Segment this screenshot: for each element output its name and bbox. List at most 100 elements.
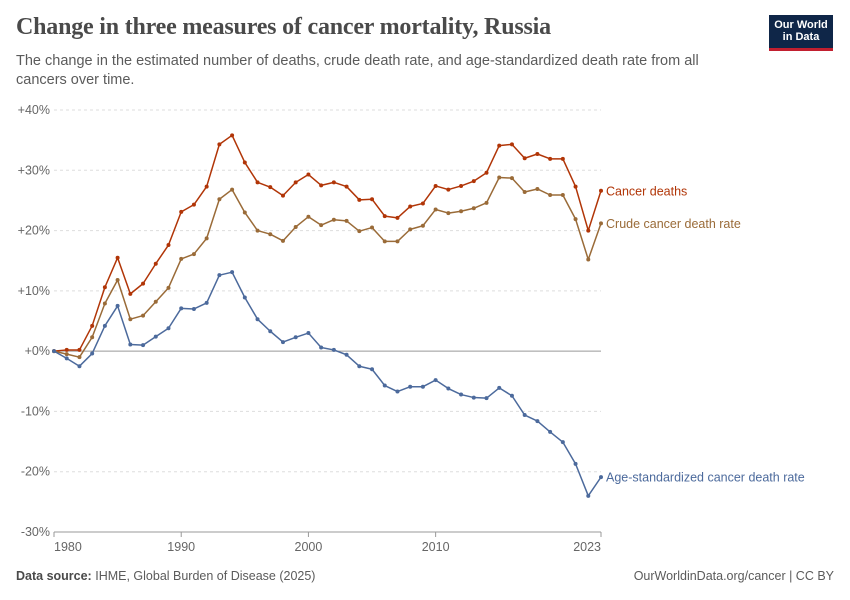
data-point (484, 396, 489, 401)
data-point (141, 343, 146, 348)
data-point (573, 217, 578, 222)
data-point (319, 345, 324, 350)
data-point (115, 255, 120, 260)
data-point (128, 317, 133, 322)
x-tick-label: 2000 (295, 540, 323, 554)
data-point (191, 252, 196, 257)
data-point (586, 493, 591, 498)
data-point (268, 232, 273, 237)
y-tick-label: +40% (18, 103, 50, 117)
series-line (53, 176, 602, 358)
data-point (64, 352, 69, 357)
data-point (357, 229, 362, 234)
x-tick-label: 1980 (54, 540, 82, 554)
data-point (217, 142, 222, 147)
data-point (471, 179, 476, 184)
data-point (331, 180, 336, 185)
data-point (420, 223, 425, 228)
data-point (599, 475, 603, 480)
data-point (102, 301, 107, 306)
data-point (153, 261, 158, 266)
data-point (64, 347, 69, 352)
data-point (535, 152, 540, 157)
data-point (179, 306, 184, 311)
data-point (306, 172, 311, 177)
data-point (357, 197, 362, 202)
data-point (382, 214, 387, 219)
data-point (293, 180, 298, 185)
chart-title: Change in three measures of cancer morta… (16, 14, 551, 40)
data-point (166, 326, 171, 331)
y-tick-label: +20% (18, 224, 50, 238)
data-point (242, 160, 247, 165)
data-point (102, 323, 107, 328)
data-point (395, 239, 400, 244)
data-point (230, 133, 235, 138)
data-point (548, 193, 553, 198)
chart-subtitle: The change in the estimated number of de… (16, 53, 699, 88)
data-point (166, 285, 171, 290)
data-point (395, 215, 400, 220)
data-point (90, 323, 95, 328)
data-point (141, 281, 146, 286)
data-point (306, 331, 311, 336)
x-tick-label: 1990 (167, 540, 195, 554)
y-tick-label: -20% (21, 465, 50, 479)
owid-logo[interactable]: Our World in Data (769, 15, 833, 51)
data-point (370, 367, 375, 372)
data-point (535, 419, 540, 424)
data-point (153, 334, 158, 339)
data-point (382, 239, 387, 244)
data-point (497, 385, 502, 390)
data-point (509, 142, 514, 147)
data-point (408, 204, 413, 209)
data-point (573, 184, 578, 189)
data-point (141, 313, 146, 318)
data-point (522, 189, 527, 194)
data-point (446, 211, 451, 216)
data-point (344, 352, 349, 357)
data-point (471, 395, 476, 400)
data-point (344, 218, 349, 223)
data-point (497, 175, 502, 180)
series-line (53, 134, 602, 352)
data-point (90, 351, 95, 356)
data-point (293, 224, 298, 229)
data-point (420, 384, 425, 389)
data-point (586, 257, 591, 262)
y-tick-label: +30% (18, 163, 50, 177)
data-point (497, 143, 502, 148)
credit-link[interactable]: OurWorldinData.org/cancer | CC BY (633, 569, 834, 583)
data-point (370, 225, 375, 230)
series-layer (52, 133, 603, 498)
data-point (484, 170, 489, 175)
data-point (128, 291, 133, 296)
data-point (77, 364, 82, 369)
data-point (64, 356, 69, 361)
grid-layer (54, 109, 601, 533)
data-point (586, 228, 591, 233)
data-point (268, 185, 273, 190)
data-point (560, 440, 565, 445)
data-point (331, 347, 336, 352)
data-point (522, 413, 527, 418)
data-point (191, 306, 196, 311)
data-point (306, 214, 311, 219)
data-point (179, 209, 184, 214)
data-point (217, 273, 222, 278)
data-point (115, 278, 120, 283)
data-point (357, 364, 362, 369)
data-point (599, 221, 603, 226)
y-tick-label: +10% (18, 284, 50, 298)
data-point (382, 383, 387, 388)
data-point (446, 187, 451, 192)
data-point (548, 156, 553, 161)
data-point (166, 243, 171, 248)
data-point (191, 202, 196, 207)
data-point (395, 389, 400, 394)
data-source: Data source: IHME, Global Burden of Dise… (16, 569, 315, 583)
data-point (255, 317, 260, 322)
data-point (204, 300, 209, 305)
data-point (433, 207, 438, 212)
label-layer: Cancer deaths Crude cancer death rate Age-… (606, 184, 805, 484)
